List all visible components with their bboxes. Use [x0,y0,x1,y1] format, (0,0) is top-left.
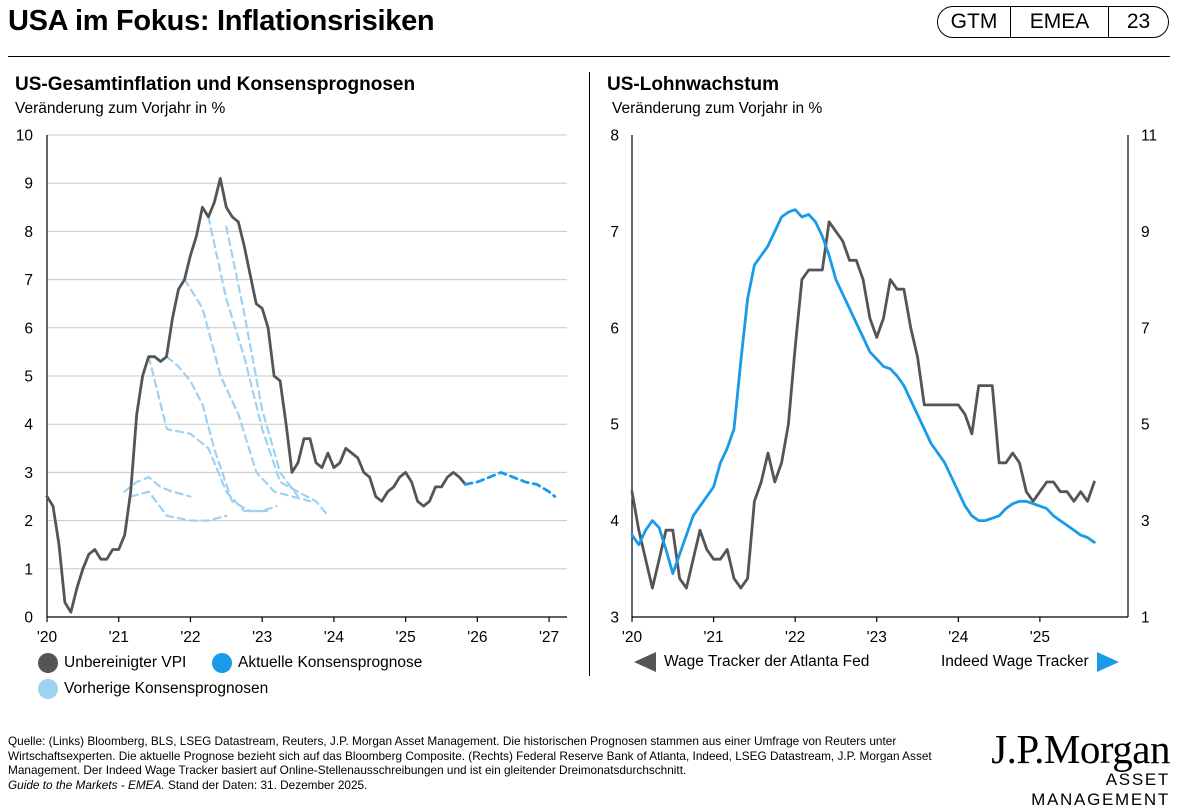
page-title: USA im Fokus: Inflationsrisiken [8,5,435,37]
left-x-tick-label: '22 [180,629,200,646]
left-chart-title: US-Gesamtinflation und Konsensprognosen [15,74,416,95]
right-chart-left-tick-label: 3 [610,610,619,627]
right-chart-left-tick-label: 6 [610,320,619,337]
legend-previous-consensus: Vorherige Konsensprognosen [38,679,268,699]
right-chart-right-tick-label: 1 [1141,610,1150,627]
left-y-tick-label: 3 [24,465,33,482]
right-x-tick-label: '24 [948,629,969,646]
left-x-tick-label: '25 [396,629,416,646]
legend-cpi-swatch [38,653,58,673]
previous-consensus-line [123,476,192,498]
previous-consensus-line [165,355,269,513]
right-chart-left-tick-label: 7 [610,224,619,241]
legend-previous-consensus-swatch [38,679,58,699]
legend-current-consensus-swatch [212,653,232,673]
right-chart-subtitle: Veränderung zum Vorjahr in % [612,100,823,117]
left-y-tick-label: 0 [24,610,33,627]
badge-gtm: GTM [938,7,1011,37]
source-note: Quelle: (Links) Bloomberg, BLS, LSEG Dat… [8,734,978,792]
cpi-line [45,176,467,614]
legend-previous-consensus-label: Vorherige Konsensprognosen [64,680,269,697]
left-x-tick-label: '23 [252,629,272,646]
right-x-tick-label: '21 [703,629,723,646]
left-y-tick-label: 9 [24,176,33,193]
right-chart-left-tick-label: 4 [610,513,619,530]
previous-consensus-line [207,215,330,517]
right-chart-right-tick-label: 5 [1141,417,1150,434]
right-chart-right-tick-label: 3 [1141,513,1150,530]
badge-page-number: 23 [1126,10,1151,33]
source-text: Quelle: (Links) Bloomberg, BLS, LSEG Dat… [8,734,932,778]
left-chart-subtitle: Veränderung zum Vorjahr in % [15,100,226,117]
right-x-tick-label: '20 [622,629,643,646]
badge-region: EMEA [1011,7,1109,37]
logo-brand: J.P.Morgan [991,726,1170,772]
left-x-tick-label: '24 [324,629,345,646]
legend-cpi: Unbereinigter VPI [38,653,186,673]
left-y-tick-label: 1 [24,561,33,578]
right-x-tick-label: '25 [1030,629,1050,646]
right-chart-right-tick-label: 11 [1141,128,1157,145]
legend-current-consensus: Aktuelle Konsensprognose [212,653,422,673]
legend-atlanta-fed: Wage Tracker der Atlanta Fed [634,652,869,672]
left-x-tick-label: '26 [467,629,487,646]
left-y-tick-label: 7 [24,272,33,289]
right-chart-right-tick-label: 9 [1141,224,1150,241]
left-y-tick-label: 2 [24,513,33,530]
left-x-tick-label: '20 [37,629,58,646]
right-x-tick-label: '22 [785,629,805,646]
page-badge: GTM EMEA 23 [937,6,1169,38]
right-chart-title: US-Lohnwachstum [607,74,780,95]
legend-indeed-label: Indeed Wage Tracker [941,653,1089,670]
previous-consensus-line [129,490,228,522]
right-chart-left-tick-label: 5 [610,417,619,434]
current-consensus-line [463,470,557,498]
jpmorgan-logo: J.P.Morgan ASSET MANAGEMENT [988,725,1170,810]
atlanta-fed-line [630,220,1096,590]
header-rule [8,56,1170,57]
legend-cpi-label: Unbereinigter VPI [64,654,187,671]
left-y-tick-label: 5 [24,369,33,386]
left-y-tick-label: 6 [24,320,33,337]
source-date: Stand der Daten: 31. Dezember 2025. [164,777,368,792]
left-x-tick-label: '27 [539,629,559,646]
right-chart-right-tick-label: 7 [1141,320,1150,337]
legend-atlanta-fed-label: Wage Tracker der Atlanta Fed [664,653,870,670]
previous-consensus-line [225,225,300,498]
right-chart-left-tick-label: 8 [610,128,619,145]
left-y-tick-label: 8 [24,224,33,241]
logo-subline: ASSET MANAGEMENT [1031,770,1170,809]
right-axis-arrow-icon [1096,652,1119,672]
left-x-tick-label: '21 [109,629,129,646]
left-axis-arrow-icon [634,652,656,672]
legend-current-consensus-label: Aktuelle Konsensprognose [238,654,423,671]
left-y-tick-label: 4 [24,417,33,434]
legend-indeed: Indeed Wage Tracker [941,652,1119,672]
source-guide: Guide to the Markets - EMEA. [8,777,165,792]
indeed-line [630,208,1096,575]
left-y-tick-label: 10 [16,128,34,145]
panel-divider [589,72,590,676]
right-x-tick-label: '23 [867,629,887,646]
